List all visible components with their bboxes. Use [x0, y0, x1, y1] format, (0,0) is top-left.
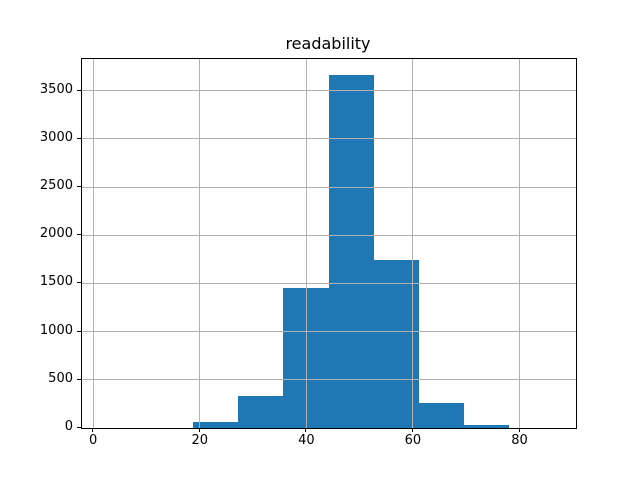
y-tick-mark [77, 282, 81, 284]
x-tick-label: 80 [511, 433, 528, 448]
y-tick-label: 3500 [39, 81, 73, 97]
y-tick-label: 1500 [39, 274, 73, 290]
y-tick-label: 3000 [39, 129, 73, 145]
x-tick-mark [198, 428, 200, 432]
x-tick-label: 0 [89, 433, 98, 448]
horizontal-gridline [82, 331, 576, 333]
y-tick-mark [77, 137, 81, 139]
horizontal-gridline [82, 234, 576, 236]
y-tick-label: 2000 [39, 226, 73, 242]
y-tick-mark [77, 186, 81, 188]
horizontal-gridline [82, 90, 576, 92]
y-tick-label: 500 [48, 370, 73, 386]
horizontal-gridline [82, 379, 576, 381]
x-tick-mark [92, 428, 94, 432]
histogram-bar [238, 396, 284, 428]
x-tick-mark [305, 428, 307, 432]
y-tick-mark [77, 330, 81, 332]
chart-title: readability [285, 34, 371, 53]
vertical-gridline [412, 59, 414, 428]
y-tick-mark [77, 234, 81, 236]
horizontal-gridline [82, 186, 576, 188]
histogram-bar [418, 402, 464, 428]
x-tick-mark [411, 428, 413, 432]
plot-area [81, 58, 577, 429]
histogram-bar [193, 422, 239, 428]
horizontal-gridline [82, 138, 576, 140]
histogram-bar [328, 75, 374, 428]
vertical-gridline [92, 59, 94, 428]
x-tick-label: 60 [404, 433, 422, 448]
y-tick-label: 2500 [39, 178, 73, 194]
horizontal-gridline [82, 282, 576, 284]
y-tick-mark [77, 89, 81, 91]
gridlines-layer [82, 59, 576, 428]
vertical-gridline [305, 59, 307, 428]
x-tick-mark [518, 428, 520, 432]
y-tick-label: 0 [64, 419, 73, 434]
histogram-bar [373, 260, 419, 428]
vertical-gridline [199, 59, 201, 428]
vertical-gridline [519, 59, 520, 428]
x-tick-label: 40 [298, 433, 315, 448]
y-tick-label: 1000 [39, 322, 73, 338]
y-tick-mark [77, 427, 81, 428]
x-tick-label: 20 [191, 433, 209, 448]
histogram-bar [463, 425, 509, 428]
y-tick-mark [77, 378, 81, 380]
